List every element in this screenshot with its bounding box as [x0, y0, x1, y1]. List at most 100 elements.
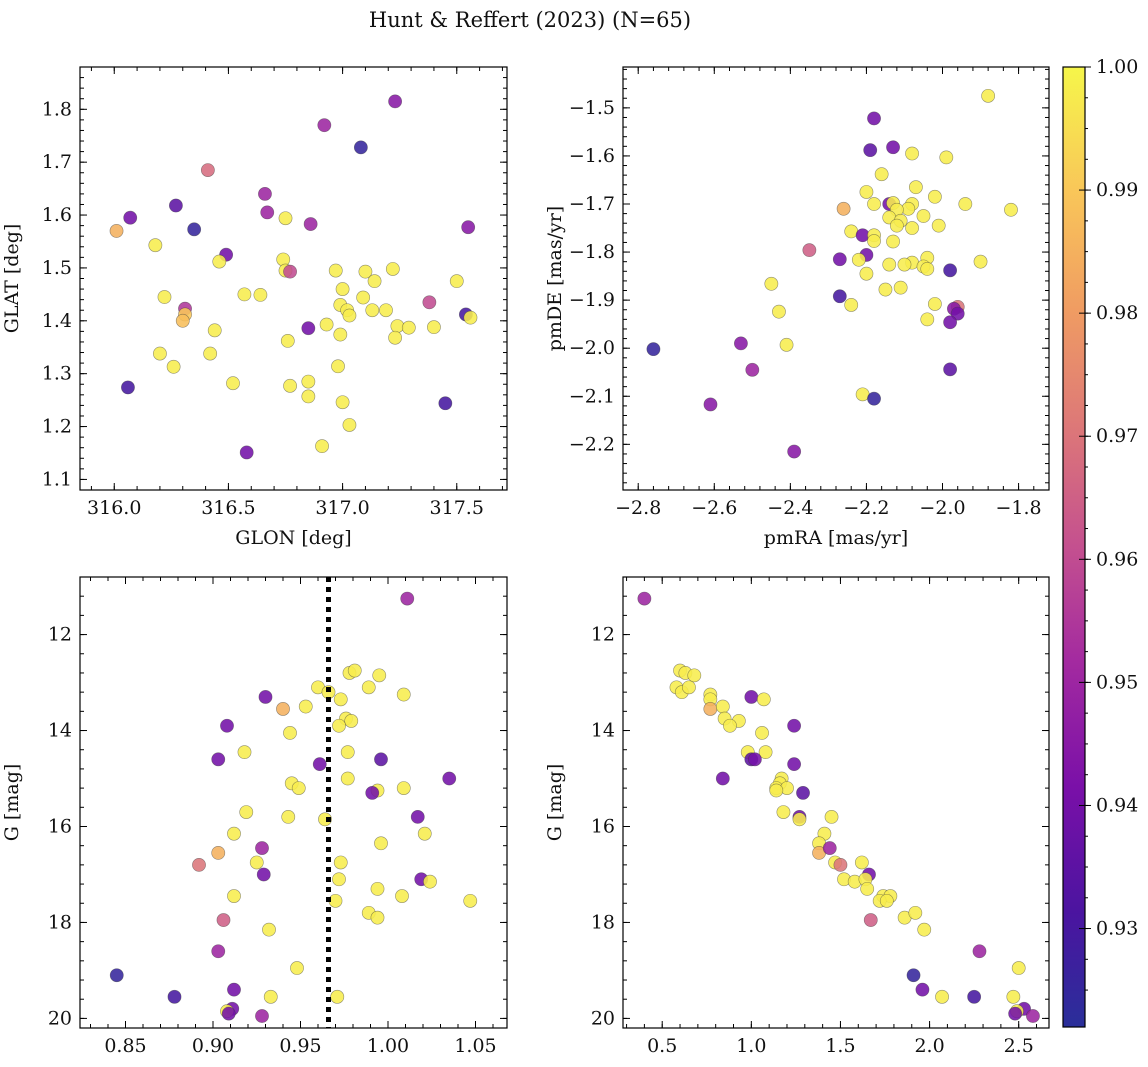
data-point [315, 439, 329, 454]
y-tick-label: 1.8 [42, 98, 72, 120]
data-point [715, 771, 730, 786]
data-point [878, 282, 893, 297]
x-tick-label: 2.0 [914, 1035, 944, 1057]
data-point [703, 702, 718, 716]
data-point [367, 274, 382, 289]
colorbar: 0.93 0.94 0.95 0.96 0.97 0.98 0.99 1.00 [1062, 56, 1138, 1028]
data-point [401, 320, 416, 335]
data-point [333, 692, 348, 707]
data-point [365, 303, 380, 318]
data-point [258, 690, 273, 704]
y-tick-label: 12 [48, 624, 72, 646]
data-point [417, 826, 432, 841]
x-tick-label: −2.8 [615, 497, 661, 519]
data-point [442, 771, 457, 786]
data-point [342, 418, 357, 432]
data-point [874, 167, 889, 182]
data-point [301, 389, 316, 404]
y-tick-label: 18 [48, 911, 72, 933]
axes-frame [622, 66, 1050, 491]
data-point [747, 752, 762, 767]
data-point [886, 234, 900, 249]
data-point [943, 263, 958, 278]
y-tick-label: −1.5 [569, 97, 615, 119]
data-point [927, 297, 942, 311]
y-tick-label: 1.4 [42, 310, 72, 332]
x-tick-label: 1.00 [367, 1035, 409, 1057]
data-point [1004, 202, 1018, 217]
data-point [744, 690, 759, 704]
data-point [374, 752, 388, 767]
axes-frame [622, 576, 1050, 1029]
data-point [764, 276, 779, 291]
data-point [792, 812, 807, 827]
data-point [109, 224, 124, 238]
panel-pmra-pmde: −2.8 −2.6 −2.4 −2.2 −2.0 −1.8 −2.2 −2.1 −2.0 −1.9… [544, 66, 1050, 549]
data-point [1006, 989, 1021, 1004]
data-point [211, 944, 226, 959]
data-point [879, 893, 894, 908]
x-tick-label: −2.0 [919, 497, 965, 519]
data-point [802, 243, 817, 258]
data-point [278, 211, 293, 226]
data-point [920, 261, 935, 276]
y-axis-label: G [mag] [1, 764, 23, 842]
colorbar-tick-label: 0.94 [1096, 794, 1138, 816]
colorbar-gradient [1062, 66, 1086, 1028]
data-point [854, 855, 869, 870]
data-point [917, 922, 932, 937]
data-point [328, 263, 343, 278]
data-point [335, 282, 350, 296]
x-tick-label: −1.8 [996, 497, 1042, 519]
data-point [121, 380, 135, 395]
axes-frame [79, 66, 508, 491]
data-point [893, 280, 908, 295]
x-tick-label: 317.0 [315, 497, 369, 519]
data-point [340, 771, 355, 786]
data-point [374, 836, 388, 851]
x-tick-label: 1.0 [736, 1035, 766, 1057]
data-point [787, 444, 802, 459]
data-point [153, 346, 167, 361]
colorbar-tick-label: 0.95 [1096, 671, 1138, 693]
data-point [796, 786, 810, 800]
data-point [276, 702, 290, 716]
data-point [463, 310, 478, 325]
x-tick-label: 0.90 [192, 1035, 234, 1057]
data-point [344, 714, 359, 728]
data-point [758, 745, 773, 760]
data-point [422, 295, 437, 310]
y-tick-label: 12 [591, 624, 615, 646]
data-point [787, 757, 802, 772]
data-point [227, 889, 241, 903]
data-point [1008, 1006, 1023, 1021]
data-point [772, 304, 786, 319]
data-point [915, 982, 930, 997]
data-point [301, 374, 316, 389]
x-tick-label: −2.6 [691, 497, 737, 519]
data-point [379, 303, 393, 318]
data-point [423, 874, 437, 889]
data-point [943, 362, 958, 377]
axes-frame [79, 576, 508, 1029]
data-point [335, 395, 350, 410]
data-point [370, 910, 385, 925]
colorbar-tick-label: 0.93 [1096, 918, 1138, 940]
data-point [769, 783, 784, 798]
data-point [331, 359, 345, 374]
data-point [332, 872, 346, 887]
data-point [967, 989, 982, 1004]
y-tick-label: 1.1 [42, 468, 72, 490]
data-point [973, 254, 988, 269]
data-point [646, 342, 661, 357]
data-point [388, 94, 403, 109]
x-axis-label: Plx [mas] [249, 1065, 339, 1067]
y-tick-label: 20 [48, 1007, 72, 1029]
data-point [920, 312, 935, 327]
y-tick-label: 16 [591, 815, 615, 837]
data-point [756, 692, 771, 707]
data-point [281, 809, 296, 824]
x-tick-label: 317.5 [430, 497, 484, 519]
y-axis-label: G [mag] [544, 764, 566, 842]
data-point [372, 668, 387, 683]
